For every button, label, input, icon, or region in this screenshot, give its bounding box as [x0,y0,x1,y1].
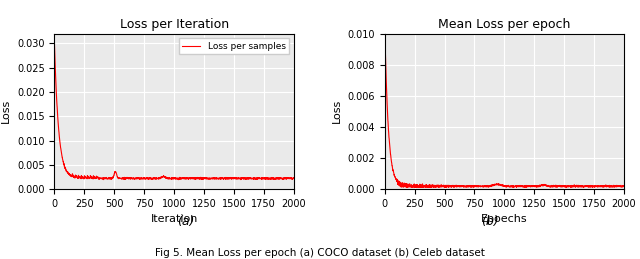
X-axis label: Epoechs: Epoechs [481,214,527,224]
Title: Mean Loss per epoch: Mean Loss per epoch [438,18,570,31]
Legend: Loss per samples: Loss per samples [179,38,289,54]
Loss per samples [290,176,298,179]
Loss per samples [167,177,175,180]
Y-axis label: Loss: Loss [332,99,342,124]
Loss per samples [175,178,182,181]
Loss per samples [51,40,58,44]
Loss per samples [283,177,291,180]
Text: Fig 5. Mean Loss per epoch (a) COCO dataset (b) Celeb dataset: Fig 5. Mean Loss per epoch (a) COCO data… [155,248,485,258]
Loss per samples [239,177,246,180]
Y-axis label: Loss: Loss [1,99,12,124]
Title: Loss per Iteration: Loss per Iteration [120,18,228,31]
Loss per samples [63,170,70,173]
Text: (a): (a) [177,215,195,228]
Loss per samples [161,175,168,178]
Text: (b): (b) [481,215,499,228]
X-axis label: Iteration: Iteration [150,214,198,224]
Loss per samples [283,176,291,179]
Line: Loss per samples: Loss per samples [54,42,294,180]
